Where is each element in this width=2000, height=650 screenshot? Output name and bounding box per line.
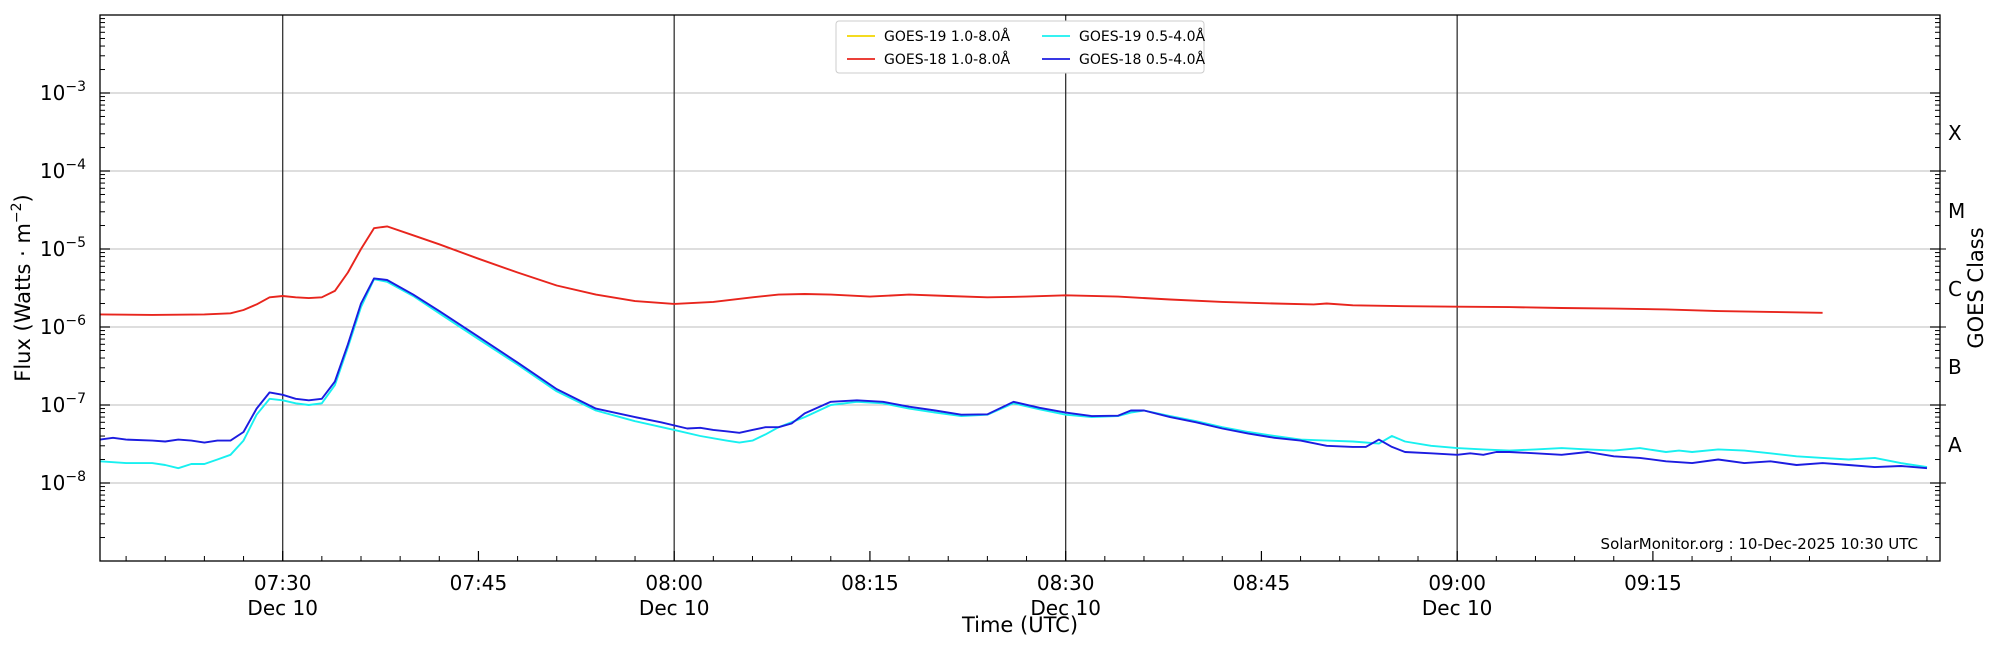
y-tick-label: 10−8: [40, 469, 86, 495]
x-tick-date-label: Dec 10: [247, 596, 318, 620]
x-tick-label: 09:00: [1428, 571, 1486, 595]
x-tick-label: 07:30: [254, 571, 312, 595]
x-tick-label: 09:15: [1624, 571, 1682, 595]
x-tick-label: 08:45: [1233, 571, 1291, 595]
x-tick-date-label: Dec 10: [1030, 596, 1101, 620]
legend-label: GOES-18 1.0-8.0Å: [884, 51, 1010, 68]
goes-class-labels: A B C M X: [1940, 121, 1965, 484]
x-tick-date-label: Dec 10: [1422, 596, 1493, 620]
goes-class-C: C: [1948, 277, 1962, 301]
y-axis-ticks: 10−8 10−7 10−6 10−5 10−4 10−3: [40, 18, 1940, 539]
x-tick-label: 08:30: [1037, 571, 1095, 595]
day-marker-lines: [282, 15, 1458, 561]
legend-label: GOES-19 1.0-8.0Å: [884, 28, 1010, 45]
x-tick-label: 08:15: [841, 571, 899, 595]
legend-label: GOES-18 0.5-4.0Å: [1079, 51, 1205, 68]
x-tick-date-label: Dec 10: [639, 596, 710, 620]
goes-class-B: B: [1948, 355, 1962, 379]
legend-box: [835, 20, 1205, 74]
y-tick-label: 10−7: [40, 391, 86, 417]
horizontal-gridlines: [100, 92, 1940, 484]
goes-class-M: M: [1948, 199, 1965, 223]
plot-frame: [99, 14, 1941, 562]
y-axis-title: Flux (Watts · m−2): [9, 194, 35, 382]
goes-class-A: A: [1948, 433, 1962, 457]
y-axis-right-title: GOES Class: [1964, 227, 1988, 348]
series-line: [99, 277, 1928, 470]
goes-class-X: X: [1948, 121, 1962, 145]
credit-label: SolarMonitor.org : 10-Dec-2025 10:30 UTC: [1601, 535, 1918, 553]
y-tick-label: 10−5: [40, 235, 86, 261]
series-line: [99, 278, 1928, 470]
y-tick-label: 10−3: [40, 79, 86, 105]
y-tick-label: 10−6: [40, 313, 86, 339]
x-tick-label: 07:45: [450, 571, 508, 595]
series-line: [99, 225, 1823, 316]
x-axis-title: Time (UTC): [961, 613, 1078, 637]
legend: GOES-19 1.0-8.0Å GOES-18 1.0-8.0Å GOES-19 …: [835, 20, 1205, 74]
y-tick-label: 10−4: [40, 157, 86, 183]
flux-series: [99, 225, 1928, 470]
legend-label: GOES-19 0.5-4.0Å: [1079, 28, 1205, 45]
x-tick-label: 08:00: [645, 571, 703, 595]
